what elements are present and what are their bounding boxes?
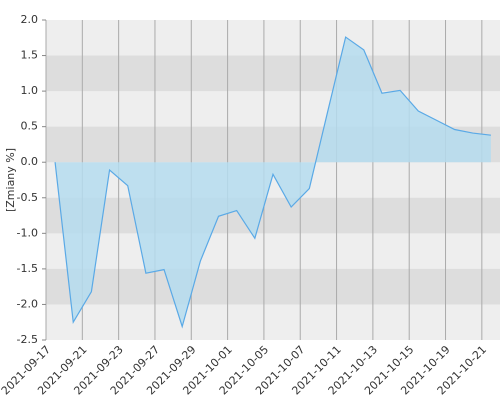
line bbox=[54, 36, 491, 329]
area bbox=[55, 37, 491, 327]
y-tick-label: 2.0 bbox=[21, 13, 39, 26]
y-tick-label: -2.5 bbox=[17, 333, 38, 346]
y-tick-label: -1.5 bbox=[17, 262, 38, 275]
y-tick-label: 0.0 bbox=[21, 155, 39, 168]
plot-band bbox=[46, 55, 500, 92]
y-tick-label: 1.5 bbox=[21, 49, 39, 62]
y-tick-label: -0.5 bbox=[17, 191, 38, 204]
y-tick-label: -1.0 bbox=[17, 226, 38, 239]
plot-band bbox=[46, 268, 500, 305]
y-tick-label: 0.5 bbox=[21, 120, 39, 133]
y-axis-label: [Zmiany %] bbox=[4, 148, 17, 212]
y-tick-label: -2.0 bbox=[17, 297, 38, 310]
plot-band bbox=[46, 197, 500, 234]
y-tick-label: 1.0 bbox=[21, 84, 39, 97]
